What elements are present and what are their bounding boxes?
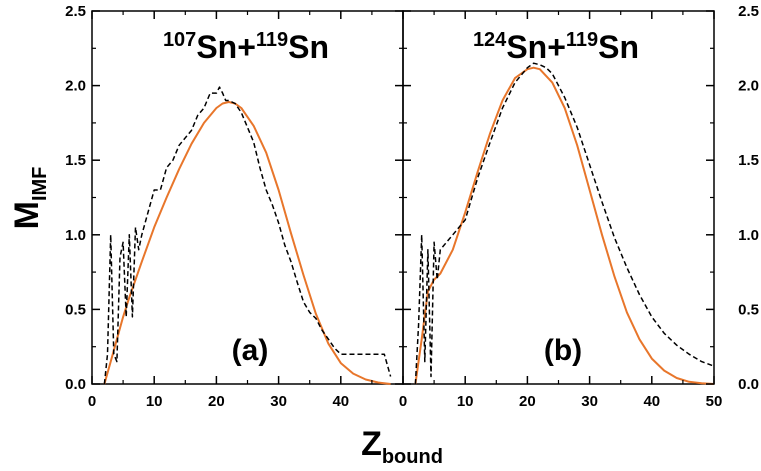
- panel-a-title: 107Sn+119Sn: [163, 29, 329, 65]
- panel-a-y-tick-label: 0.5: [65, 301, 86, 318]
- panel-b-x-tick-label: 20: [519, 393, 536, 410]
- x-axis-title: Zbound: [361, 425, 443, 468]
- panel-b-frame: [402, 10, 715, 385]
- panel-a-frame: [91, 10, 404, 385]
- panel-b-x-tick-label: 10: [457, 393, 474, 410]
- panel-b-y-tick-label-right: 1.5: [738, 152, 759, 169]
- panel-b-x-tick-label: 40: [643, 393, 660, 410]
- panel-b-title: 124Sn+119Sn: [473, 29, 639, 65]
- panel-b-x-tick-label: 0: [399, 393, 407, 410]
- panel-a-y-tick-label: 1.0: [65, 227, 86, 244]
- panel-b-y-tick-label-right: 2.0: [738, 78, 759, 95]
- panel-b-label: (b): [544, 334, 582, 367]
- panel-a-y-tick-label: 2.0: [65, 78, 86, 95]
- panel-a-x-tick-label: 0: [88, 393, 96, 410]
- panel-b-model-line: [414, 66, 715, 385]
- panel-b-x-tick-label: 50: [706, 393, 723, 410]
- panel-a-x-tick-label: 40: [332, 393, 349, 410]
- panel-a-data-line: [103, 86, 392, 385]
- panel-a-y-tick-label: 1.5: [65, 152, 86, 169]
- panel-a: 0 10 20 30 400.00.51.01.52.02.5 107Sn+119Sn …: [65, 3, 404, 410]
- panel-a-label: (a): [232, 334, 269, 367]
- panel-b-y-tick-label-right: 2.5: [738, 3, 759, 20]
- panel-b-data-line: [414, 62, 715, 385]
- panel-b-y-tick-label-right: 1.0: [738, 227, 759, 244]
- panel-b-y-tick-label-right: 0.5: [738, 301, 759, 318]
- panel-b-y-tick-label-right: 0.0: [738, 376, 759, 393]
- panel-a-x-tick-label: 10: [146, 393, 163, 410]
- panel-b-x-tick-label: 30: [581, 393, 598, 410]
- panel-a-y-tick-label: 0.0: [65, 376, 86, 393]
- panel-a-x-tick-label: 20: [208, 393, 225, 410]
- panel-a-y-tick-label: 2.5: [65, 3, 86, 20]
- panel-a-x-tick-label: 30: [270, 393, 287, 410]
- y-axis-title: MIMF: [8, 167, 51, 230]
- panel-b: 0 10 20 30 40 50 0.0 0.5 1.0 1.5 2.0 2.5 124Sn+119S…: [399, 3, 759, 410]
